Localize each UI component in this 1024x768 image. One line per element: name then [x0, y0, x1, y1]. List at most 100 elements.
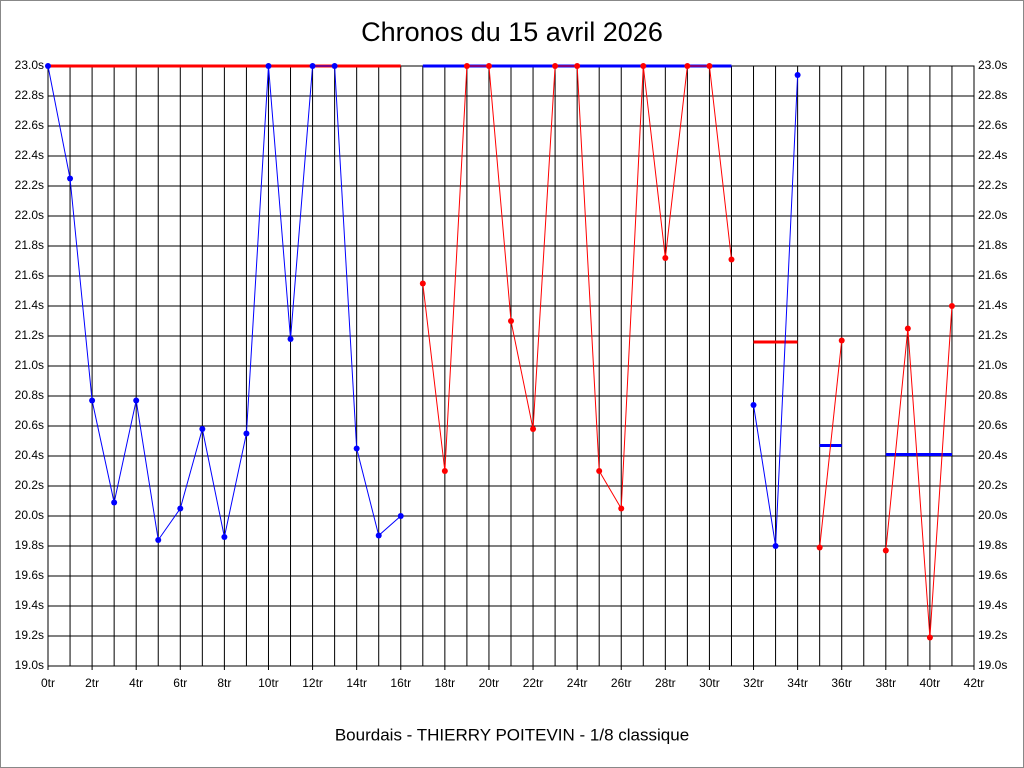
x-tick-label: 32tr — [743, 676, 764, 690]
data-point — [618, 505, 625, 512]
x-tick-label: 34tr — [787, 676, 808, 690]
data-point — [331, 63, 338, 69]
x-tick-label: 40tr — [920, 676, 941, 690]
y-tick-label: 23.0s — [15, 58, 44, 72]
y2-tick-label: 23.0s — [978, 58, 1007, 72]
y2-tick-label: 19.6s — [978, 568, 1007, 582]
y-tick-label: 20.0s — [15, 508, 44, 522]
y-tick-label: 22.2s — [15, 178, 44, 192]
y-tick-label: 20.8s — [15, 388, 44, 402]
data-point — [441, 468, 448, 474]
data-point — [89, 397, 96, 404]
data-point — [882, 547, 889, 554]
data-point — [574, 63, 581, 69]
data-point — [111, 499, 118, 506]
x-tick-label: 10tr — [258, 676, 279, 690]
y2-tick-label: 21.2s — [978, 328, 1007, 342]
x-tick-label: 38tr — [875, 676, 896, 690]
y-tick-label: 19.6s — [15, 568, 44, 582]
chart-title: Chronos du 15 avril 2026 — [361, 17, 663, 47]
x-tick-label: 14tr — [346, 676, 367, 690]
y2-tick-label: 20.2s — [978, 478, 1007, 492]
data-point — [309, 63, 316, 69]
y-tick-label: 20.4s — [15, 448, 44, 462]
y2-tick-label: 19.2s — [978, 628, 1007, 642]
y2-tick-label: 22.8s — [978, 88, 1007, 102]
x-tick-label: 18tr — [435, 676, 456, 690]
x-tick-label: 26tr — [611, 676, 632, 690]
data-point — [684, 63, 691, 69]
data-point — [419, 280, 426, 287]
data-point — [397, 513, 404, 519]
data-point — [838, 337, 845, 344]
y-tick-label: 21.8s — [15, 238, 44, 252]
x-tick-label: 42tr — [964, 676, 985, 690]
x-tick-label: 30tr — [699, 676, 720, 690]
y-tick-label: 20.2s — [15, 478, 44, 492]
y-tick-label: 19.4s — [15, 598, 44, 612]
y2-tick-label: 20.8s — [978, 388, 1007, 402]
data-point — [750, 402, 757, 408]
y2-tick-label: 20.6s — [978, 418, 1007, 432]
x-tick-label: 8tr — [217, 676, 231, 690]
data-point — [772, 543, 779, 549]
data-point — [640, 63, 647, 69]
data-point — [794, 72, 801, 78]
data-point — [199, 426, 206, 432]
data-point — [816, 544, 823, 551]
y2-tick-label: 21.0s — [978, 358, 1007, 372]
data-point — [133, 397, 140, 404]
y-tick-label: 21.0s — [15, 358, 44, 372]
x-tick-label: 36tr — [831, 676, 852, 690]
data-point — [508, 318, 514, 324]
y-tick-label: 22.4s — [15, 148, 44, 162]
data-point — [287, 336, 294, 342]
x-tick-label: 16tr — [390, 676, 411, 690]
data-point — [375, 532, 382, 539]
y-tick-label: 22.0s — [15, 208, 44, 222]
y2-tick-label: 22.4s — [978, 148, 1007, 162]
data-point — [530, 426, 537, 432]
y2-tick-label: 21.8s — [978, 238, 1007, 252]
data-point — [243, 430, 250, 437]
data-point — [706, 63, 713, 69]
y-tick-label: 21.6s — [15, 268, 44, 282]
data-point — [353, 445, 360, 452]
x-tick-label: 4tr — [129, 676, 143, 690]
series-line — [885, 305, 953, 638]
y2-tick-label: 22.2s — [978, 178, 1007, 192]
data-point — [904, 325, 911, 332]
data-point — [728, 256, 735, 263]
x-tick-label: 20tr — [479, 676, 500, 690]
y2-tick-label: 19.0s — [978, 658, 1007, 672]
data-point — [45, 63, 51, 69]
data-point — [67, 175, 74, 182]
x-tick-label: 2tr — [85, 676, 99, 690]
data-point — [926, 634, 933, 641]
y-tick-label: 19.2s — [15, 628, 44, 642]
data-point — [463, 63, 470, 69]
y-tick-label: 22.6s — [15, 118, 44, 132]
data-point — [265, 63, 272, 69]
x-axis-label: Bourdais - THIERRY POITEVIN - 1/8 classi… — [335, 725, 689, 744]
x-tick-label: 28tr — [655, 676, 676, 690]
data-point — [596, 468, 603, 474]
y2-tick-label: 21.6s — [978, 268, 1007, 282]
y-tick-label: 19.0s — [15, 658, 44, 672]
x-tick-label: 22tr — [523, 676, 544, 690]
series-line — [819, 340, 843, 548]
data-point — [552, 63, 559, 69]
y2-tick-label: 19.8s — [978, 538, 1007, 552]
x-tick-label: 6tr — [173, 676, 187, 690]
y2-tick-label: 22.6s — [978, 118, 1007, 132]
y2-tick-label: 22.0s — [978, 208, 1007, 222]
y2-tick-label: 20.4s — [978, 448, 1007, 462]
y-tick-label: 20.6s — [15, 418, 44, 432]
data-point — [177, 505, 184, 512]
x-tick-label: 24tr — [567, 676, 588, 690]
x-tick-label: 12tr — [302, 676, 323, 690]
data-point — [662, 255, 669, 261]
y-tick-label: 22.8s — [15, 88, 44, 102]
data-point — [948, 303, 955, 309]
